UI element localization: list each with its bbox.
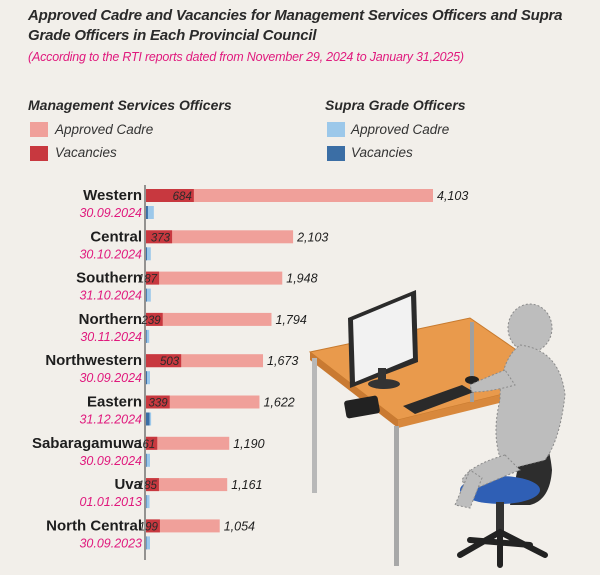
bar-sgo-vacancies	[146, 247, 147, 261]
bar-mso-approved	[146, 312, 272, 326]
bar-mso-approved	[146, 519, 220, 533]
bar-mso-approved	[146, 478, 228, 492]
bar-sgo-vacancies	[146, 329, 147, 343]
chart-title: Approved Cadre and Vacancies for Managem…	[28, 7, 563, 44]
legend-swatch-mso-vacancies	[30, 146, 48, 161]
bar-mso-approved	[146, 436, 230, 450]
data-label-approved: 1,948	[286, 272, 317, 286]
date-label: 31.12.2024	[79, 413, 142, 427]
date-label: 31.10.2024	[79, 289, 142, 303]
date-label: 30.09.2024	[79, 454, 142, 468]
person-icon	[454, 303, 566, 509]
data-label-approved: 1,622	[263, 396, 294, 410]
data-label-approved: 1,054	[224, 519, 255, 533]
bar-mso-vacancies	[146, 478, 159, 492]
legend-label-sgo-vacancies: Vacancies	[351, 145, 413, 160]
bar-mso-vacancies	[146, 354, 182, 368]
mouse-icon	[465, 376, 479, 384]
bar-mso-approved	[146, 395, 260, 409]
data-label-approved: 1,190	[233, 437, 264, 451]
bar-sgo-approved	[146, 453, 150, 467]
legend-heading-sgo: Supra Grade Officers	[325, 97, 466, 113]
category-label: North Central	[46, 517, 142, 534]
bar-sgo-approved	[146, 371, 150, 385]
category-label: Eastern	[87, 394, 142, 411]
category-label: Central	[90, 228, 142, 245]
bar-sgo-approved	[146, 247, 151, 261]
data-label-approved: 1,161	[231, 478, 262, 492]
category-label: Western	[83, 187, 142, 204]
bar-mso-approved	[146, 230, 294, 244]
date-label: 30.11.2024	[80, 330, 142, 344]
bar-mso-approved	[146, 189, 433, 202]
date-label: 30.10.2024	[79, 247, 142, 261]
bar-sgo-approved	[146, 206, 154, 219]
bar-sgo-vacancies	[146, 371, 147, 385]
bar-sgo-vacancies	[146, 412, 150, 426]
category-label: Northern	[79, 311, 142, 328]
data-label-vacancies: 187	[138, 274, 158, 286]
data-label-vacancies: 373	[151, 232, 171, 244]
data-label-approved: 1,673	[267, 354, 298, 368]
data-label-vacancies: 161	[136, 439, 155, 451]
legend-swatch-mso-approved	[30, 122, 48, 137]
date-label: 30.09.2024	[79, 371, 142, 385]
bar-sgo-approved	[146, 495, 150, 509]
data-label-vacancies: 239	[141, 315, 162, 327]
legend-heading-mso: Management Services Officers	[28, 97, 232, 113]
data-label-vacancies: 503	[160, 356, 180, 368]
legend-swatch-sgo-vacancies	[327, 146, 345, 161]
bar-sgo-approved	[146, 536, 150, 550]
desk-leg-icon	[312, 358, 317, 493]
data-label-vacancies: 199	[139, 521, 159, 533]
bar-mso-vacancies	[146, 395, 170, 409]
data-label-vacancies: 339	[149, 398, 169, 410]
bar-sgo-approved	[146, 329, 150, 343]
date-label: 01.01.2013	[79, 495, 142, 509]
bar-mso-vacancies	[146, 189, 194, 202]
legend-label-sgo-approved: Approved Cadre	[351, 122, 450, 137]
legend-label-mso-approved: Approved Cadre	[55, 122, 154, 137]
category-label: Southern	[76, 270, 142, 287]
bar-sgo-vacancies	[146, 206, 148, 219]
data-label-approved: 2,103	[296, 230, 328, 244]
data-label-approved: 1,794	[275, 313, 306, 327]
category-label: Sabaragamuwa	[32, 435, 143, 452]
phone-icon	[344, 395, 380, 419]
bar-sgo-vacancies	[146, 453, 147, 467]
date-label: 30.09.2023	[79, 536, 142, 550]
bar-mso-vacancies	[146, 312, 163, 326]
bar-sgo-approved	[146, 288, 151, 302]
bar-mso-approved	[146, 271, 283, 285]
bar-mso-vacancies	[146, 436, 158, 450]
bar-sgo-vacancies	[146, 288, 147, 302]
category-label: Northwestern	[45, 352, 142, 369]
chart-subtitle: (According to the RTI reports dated from…	[28, 50, 464, 64]
keyboard-icon	[403, 385, 474, 414]
data-label-vacancies: 684	[173, 191, 192, 203]
bar-mso-vacancies	[146, 271, 160, 285]
data-label-approved: 4,103	[437, 189, 468, 203]
data-label-vacancies: 185	[138, 480, 158, 492]
bar-mso-vacancies	[146, 230, 173, 244]
legend-swatch-sgo-approved	[327, 122, 345, 137]
legend-label-mso-vacancies: Vacancies	[55, 145, 117, 160]
category-label: Uva	[114, 476, 142, 493]
date-label: 30.09.2024	[79, 206, 142, 220]
bar-mso-vacancies	[146, 519, 160, 533]
